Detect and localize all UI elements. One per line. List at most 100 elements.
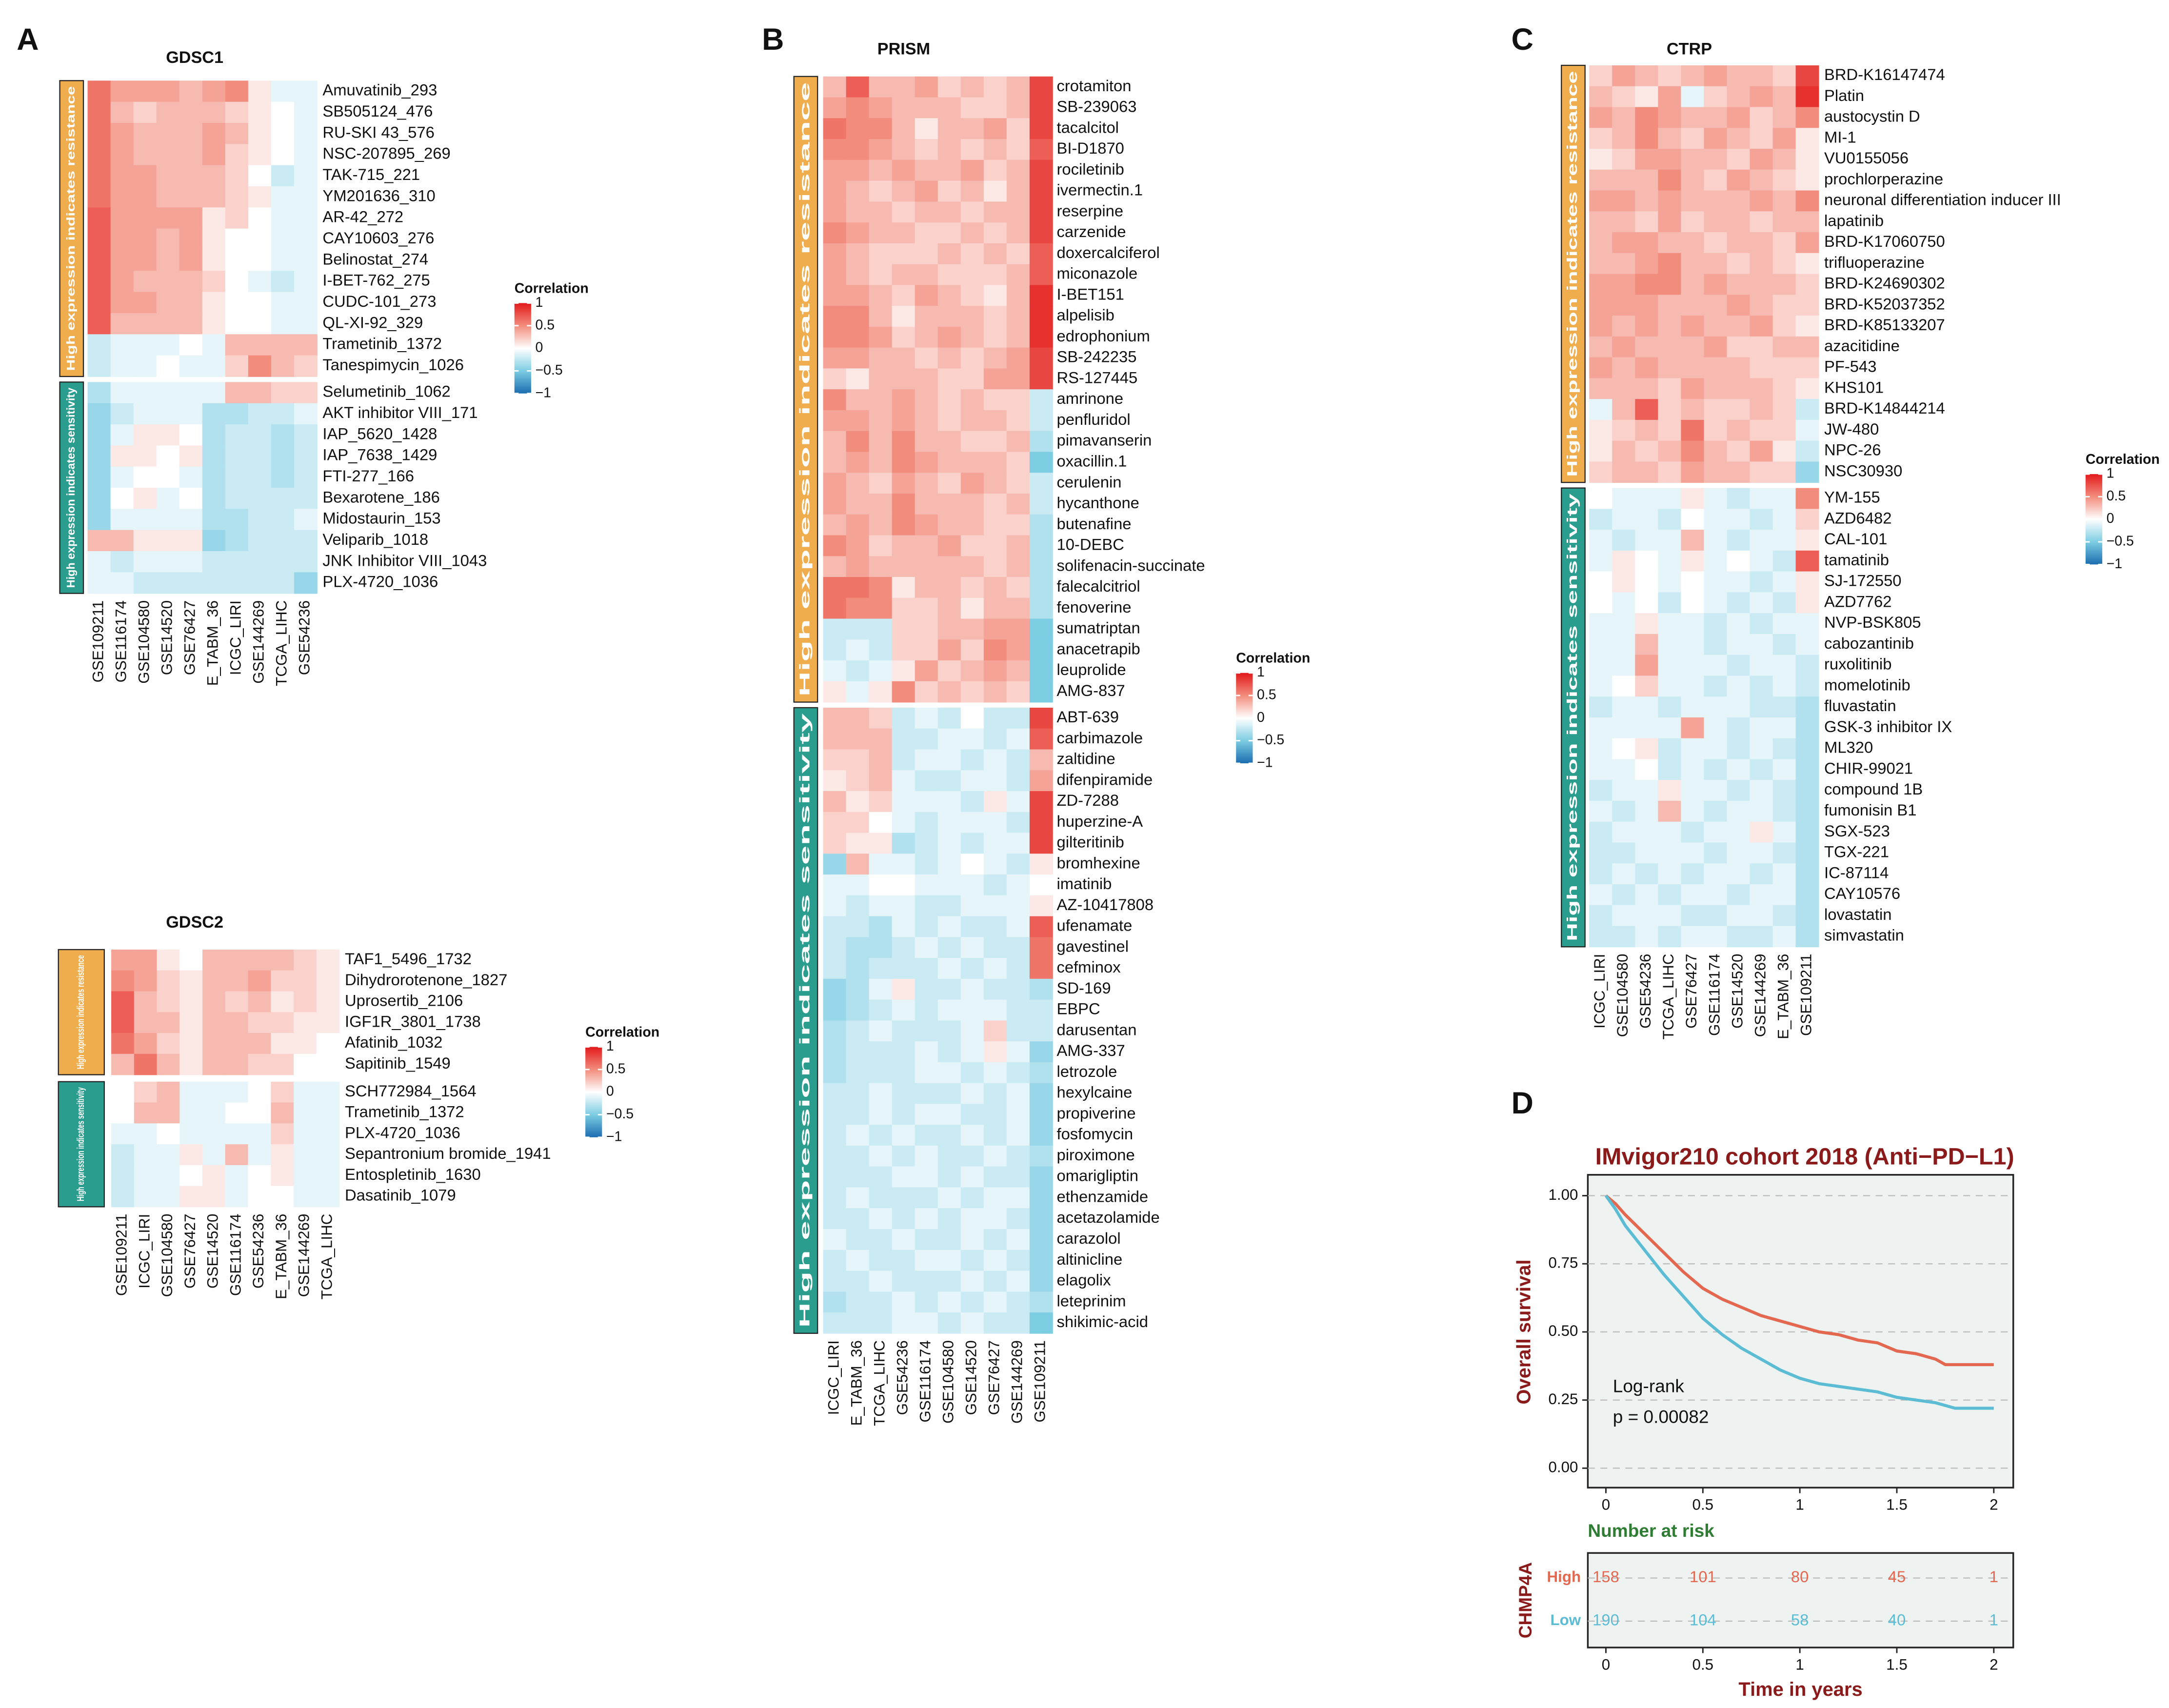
heatmap-cell bbox=[156, 165, 180, 187]
heatmap-cell bbox=[846, 326, 870, 348]
heatmap-cell bbox=[133, 228, 157, 250]
heatmap-cell bbox=[1704, 357, 1728, 379]
heatmap-cell bbox=[983, 347, 1007, 369]
heatmap-cell bbox=[823, 833, 847, 854]
heatmap-cell bbox=[1658, 905, 1682, 927]
heatmap-cell bbox=[846, 1291, 870, 1313]
heatmap-cell bbox=[823, 306, 847, 327]
heatmap-cell bbox=[1681, 488, 1705, 510]
heatmap-cell bbox=[960, 1041, 984, 1063]
heatmap-cell bbox=[915, 1312, 938, 1334]
heatmap-cell bbox=[892, 264, 915, 286]
heatmap-cell bbox=[110, 207, 134, 229]
heatmap-cell bbox=[316, 1144, 340, 1166]
row-label: JNK Inhibitor VIII_1043 bbox=[322, 551, 487, 569]
heatmap-cell bbox=[1635, 169, 1659, 191]
heatmap-cell bbox=[937, 1291, 961, 1313]
heatmap-cell bbox=[1658, 884, 1682, 906]
heatmap-cell bbox=[1681, 550, 1705, 572]
y-tick-label: 0.00 bbox=[1548, 1459, 1578, 1476]
heatmap-cell bbox=[316, 949, 340, 971]
heatmap-cell bbox=[892, 493, 915, 515]
heatmap-cell bbox=[892, 1166, 915, 1188]
heatmap-cell bbox=[960, 1166, 984, 1188]
column-label: GSE54236 bbox=[894, 1340, 911, 1415]
heatmap-cell bbox=[983, 1062, 1007, 1084]
heatmap-cell bbox=[1589, 253, 1613, 275]
heatmap-cell bbox=[110, 165, 134, 187]
heatmap-cell bbox=[294, 1186, 317, 1208]
row-label: crotamiton bbox=[1056, 77, 1131, 95]
x-tick-label: 1.5 bbox=[1886, 1656, 1908, 1673]
heatmap-cell bbox=[937, 618, 961, 640]
heatmap-cell bbox=[915, 660, 938, 682]
heatmap-cell bbox=[271, 249, 295, 272]
heatmap-cell bbox=[983, 76, 1007, 98]
heatmap-cell bbox=[179, 970, 203, 992]
heatmap-cell bbox=[937, 264, 961, 286]
heatmap-cell bbox=[134, 970, 158, 992]
heatmap-cell bbox=[1635, 821, 1659, 843]
column-label: GSE116174 bbox=[917, 1340, 934, 1422]
heatmap-cell bbox=[316, 1053, 340, 1075]
heatmap-cell bbox=[1635, 884, 1659, 906]
heatmap-cell bbox=[960, 97, 984, 119]
heatmap-cell bbox=[1635, 530, 1659, 551]
heatmap-cell bbox=[1704, 274, 1728, 296]
heatmap-cell bbox=[179, 1012, 203, 1033]
heatmap-cell bbox=[960, 639, 984, 661]
heatmap-cell bbox=[1750, 634, 1773, 655]
group-label: High expression indicates resistance bbox=[1565, 71, 1580, 477]
heatmap-cell bbox=[1727, 759, 1751, 781]
heatmap-cell bbox=[1795, 86, 1819, 108]
row-label: Dasatinib_1079 bbox=[345, 1186, 456, 1204]
heatmap-cell bbox=[179, 1186, 203, 1208]
heatmap-cell bbox=[892, 473, 915, 494]
row-label: amrinone bbox=[1056, 389, 1123, 407]
group-label: High expression indicates sensitivity bbox=[1565, 494, 1580, 941]
heatmap-cell bbox=[1006, 770, 1030, 792]
row-label: QL-XI-92_329 bbox=[322, 313, 423, 331]
heatmap-cell bbox=[869, 681, 893, 703]
heatmap-cell bbox=[202, 1165, 226, 1187]
heatmap-cell bbox=[846, 1145, 870, 1167]
heatmap-cell bbox=[179, 249, 203, 272]
heatmap-cell bbox=[1029, 854, 1053, 875]
heatmap-cell bbox=[1589, 419, 1613, 441]
heatmap-cell bbox=[846, 347, 870, 369]
heatmap-cell bbox=[110, 403, 134, 425]
heatmap-cell bbox=[869, 1166, 893, 1188]
heatmap-cell bbox=[846, 597, 870, 619]
heatmap-cell bbox=[1727, 592, 1751, 614]
x-tick-label: 0.5 bbox=[1692, 1656, 1714, 1673]
heatmap-cell bbox=[202, 101, 226, 123]
row-label: letrozole bbox=[1056, 1062, 1117, 1080]
column-label: ICGC_LIRI bbox=[1591, 954, 1608, 1029]
heatmap-cell bbox=[1029, 895, 1053, 917]
heatmap-cell bbox=[892, 916, 915, 938]
heatmap-cell bbox=[294, 186, 318, 208]
heatmap-cell bbox=[248, 101, 272, 123]
column-label: E_TABM_36 bbox=[1774, 954, 1791, 1039]
heatmap-cell bbox=[846, 368, 870, 390]
heatmap-cell bbox=[823, 660, 847, 682]
heatmap-cell bbox=[1029, 681, 1053, 703]
heatmap-cell bbox=[983, 180, 1007, 202]
heatmap-cell bbox=[1750, 926, 1773, 948]
heatmap-cell bbox=[294, 80, 318, 102]
heatmap-cell bbox=[294, 991, 317, 1013]
heatmap-cell bbox=[1006, 514, 1030, 536]
heatmap-cell bbox=[1006, 639, 1030, 661]
row-label: gilteritinib bbox=[1056, 833, 1124, 851]
heatmap-cell bbox=[1006, 1250, 1030, 1271]
heatmap-cell bbox=[1612, 613, 1636, 635]
plot-title: IMvigor210 cohort 2018 (Anti−PD−L1) bbox=[1595, 1143, 2014, 1170]
heatmap-cell bbox=[1704, 696, 1728, 718]
heatmap-cell bbox=[846, 958, 870, 979]
heatmap-cell bbox=[937, 1229, 961, 1251]
legend-title: Correlation bbox=[2086, 452, 2160, 467]
column-label: GSE54236 bbox=[250, 1214, 267, 1289]
heatmap-cell bbox=[1681, 274, 1705, 296]
heatmap-cell bbox=[892, 707, 915, 729]
legend-tick-label: −0.5 bbox=[606, 1106, 634, 1122]
